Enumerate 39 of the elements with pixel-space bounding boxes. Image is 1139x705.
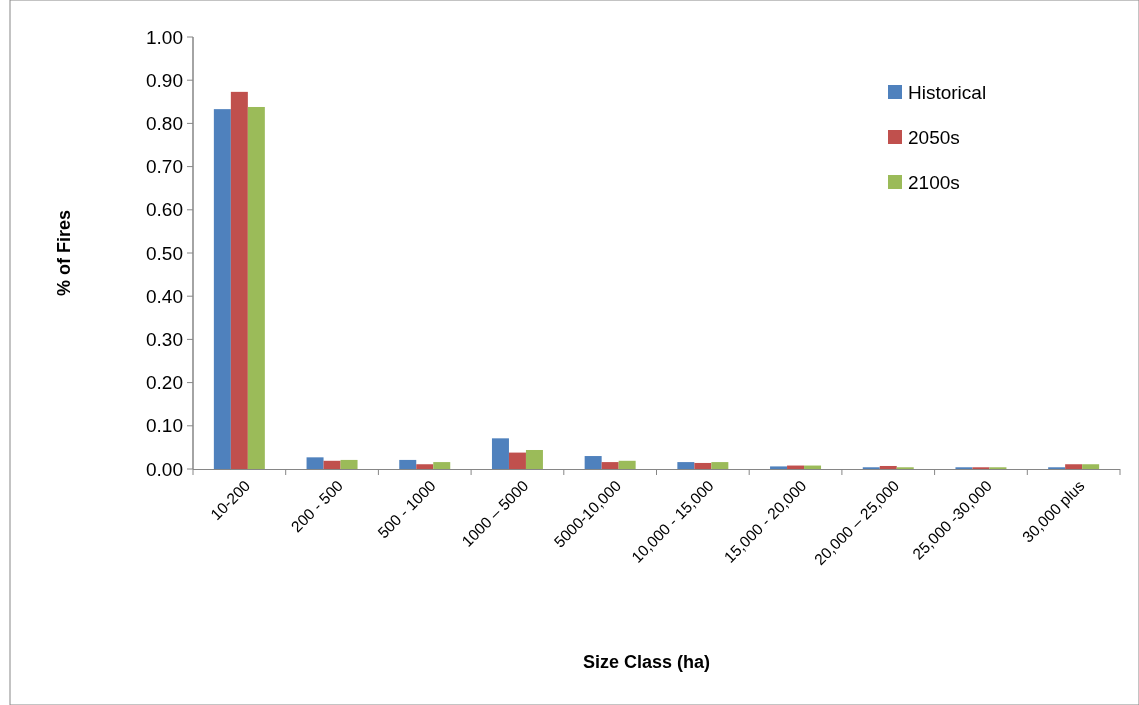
bar <box>584 456 602 469</box>
bar <box>230 91 248 469</box>
bar <box>770 466 788 469</box>
bar <box>399 459 417 469</box>
legend-label: 2050s <box>908 126 960 148</box>
y-tick-label: 0.40 <box>146 285 183 307</box>
bar <box>879 465 897 469</box>
x-axis-title: Size Class (ha) <box>582 652 711 672</box>
bar <box>213 109 231 469</box>
bar <box>677 462 695 469</box>
bar <box>601 462 619 469</box>
bar <box>1082 464 1100 469</box>
bar <box>323 460 341 469</box>
y-tick-label: 0.50 <box>146 242 183 264</box>
y-tick-label: 1.00 <box>146 26 183 48</box>
x-tick-label: 200 - 500 <box>287 476 347 536</box>
bar <box>1065 464 1083 469</box>
bar <box>433 462 451 469</box>
legend-label: Historical <box>908 81 987 103</box>
bar <box>247 106 265 469</box>
bar <box>508 452 526 469</box>
y-tick-label: 0.00 <box>146 458 183 480</box>
bar <box>711 462 729 469</box>
bar <box>694 462 712 469</box>
bar <box>618 460 636 469</box>
bar <box>525 449 543 469</box>
y-tick-label: 0.80 <box>146 113 183 135</box>
bar <box>491 438 509 469</box>
y-tick-label: 0.30 <box>146 329 183 351</box>
bar <box>306 457 324 469</box>
y-tick-label: 0.90 <box>146 69 183 91</box>
y-tick-label: 0.70 <box>146 156 183 178</box>
y-tick-label: 0.20 <box>146 372 183 394</box>
y-axis-title: % of Fires <box>54 209 74 297</box>
bar <box>340 459 358 469</box>
legend-label: 2100s <box>908 171 960 193</box>
bar <box>416 464 434 469</box>
y-tick-label: 0.60 <box>146 199 183 221</box>
y-tick-label: 0.10 <box>146 415 183 437</box>
